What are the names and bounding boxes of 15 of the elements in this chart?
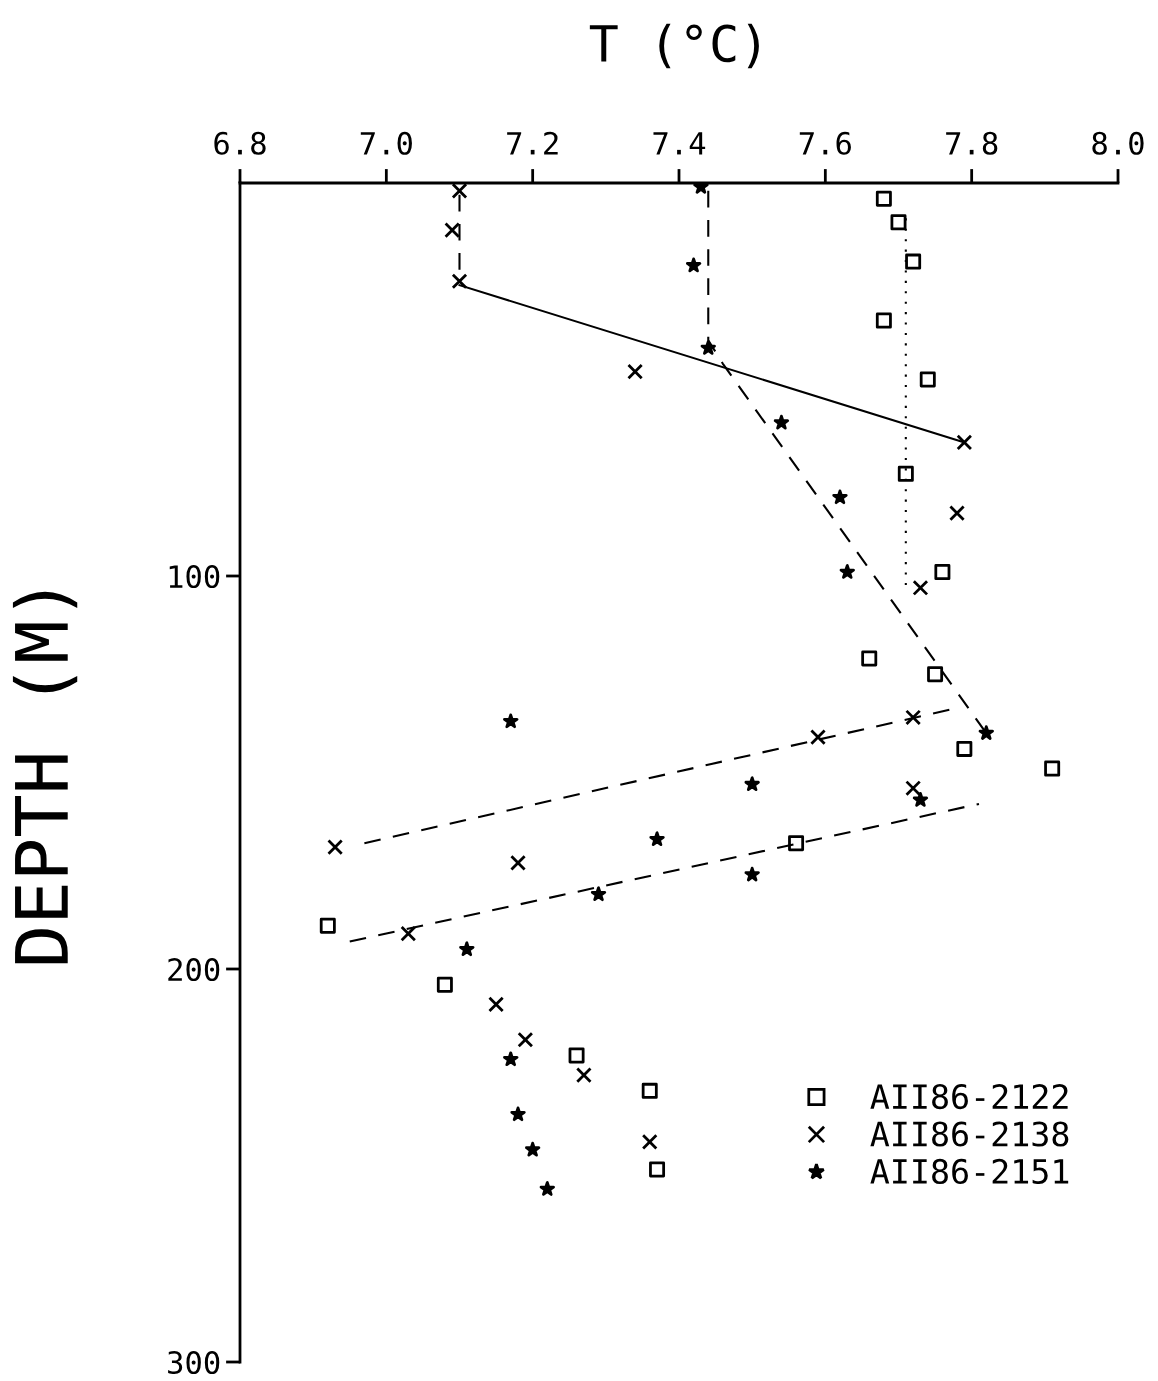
y-axis-title: DEPTH (M) [12, 591, 78, 964]
y-tick-label: 300 [168, 1351, 220, 1375]
legend-label: AII86-2138 [870, 1121, 1069, 1147]
x-tick-label: 7.8 [946, 131, 998, 155]
x-tick-label: 7.2 [507, 131, 558, 155]
x-tick-label: 6.8 [214, 131, 266, 155]
legend-label: AII86-2122 [870, 1083, 1068, 1110]
x-tick-label: 8.0 [1092, 131, 1144, 155]
x-tick-label: 7.0 [360, 131, 412, 155]
x-tick-label: 7.4 [653, 132, 706, 155]
legend-label: AII86-2151 [870, 1158, 1069, 1185]
x-axis-title: T (°C) [589, 23, 759, 69]
y-tick-label: 100 [169, 565, 220, 589]
x-tick-label: 7.6 [799, 131, 851, 155]
y-tick-label: 200 [168, 958, 220, 982]
